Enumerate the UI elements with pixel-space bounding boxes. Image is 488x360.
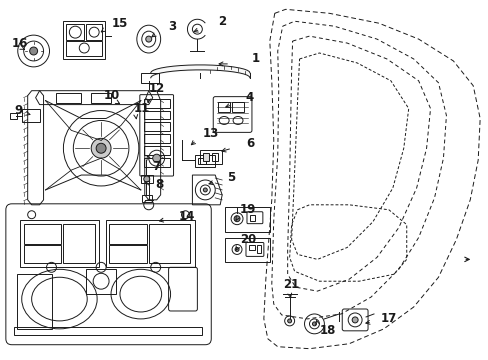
Text: 16: 16 (12, 37, 28, 50)
Bar (143, 99, 169, 108)
Bar (10, 113, 17, 120)
Text: 20: 20 (240, 233, 256, 246)
Bar (142, 195, 151, 202)
Ellipse shape (143, 176, 149, 182)
Bar (21, 109, 40, 122)
Text: 14: 14 (178, 210, 195, 223)
Bar (212, 153, 218, 161)
Bar (256, 246, 260, 253)
Bar (143, 134, 169, 143)
Bar (109, 224, 146, 243)
Text: 7: 7 (152, 159, 161, 172)
Bar (63, 224, 95, 264)
Text: 4: 4 (244, 91, 253, 104)
Text: 19: 19 (240, 203, 256, 216)
Text: 13: 13 (202, 127, 218, 140)
Bar (24, 246, 61, 264)
Bar (248, 246, 254, 251)
Bar (63, 21, 105, 59)
Ellipse shape (234, 216, 240, 222)
Text: 10: 10 (104, 89, 120, 102)
Bar (91, 93, 111, 103)
Bar (24, 224, 61, 243)
Ellipse shape (30, 47, 38, 55)
Bar (86, 24, 102, 40)
Bar (66, 41, 102, 56)
Text: 2: 2 (218, 15, 226, 28)
Bar (14, 327, 202, 335)
Text: 11: 11 (134, 102, 150, 115)
Ellipse shape (235, 247, 239, 251)
Bar (249, 215, 254, 221)
Text: 5: 5 (226, 171, 235, 184)
Ellipse shape (91, 138, 111, 158)
Bar (232, 102, 244, 112)
Text: 3: 3 (168, 20, 176, 33)
Ellipse shape (287, 319, 291, 323)
Bar (224, 207, 269, 231)
Text: 9: 9 (15, 104, 23, 117)
Text: 12: 12 (148, 82, 164, 95)
Text: 8: 8 (155, 179, 163, 192)
Text: 18: 18 (319, 324, 335, 337)
Bar (218, 102, 230, 112)
Bar (143, 158, 169, 167)
Bar (143, 146, 169, 155)
Bar (109, 246, 146, 264)
Ellipse shape (145, 36, 151, 42)
Bar (56, 93, 81, 103)
Text: 17: 17 (380, 312, 396, 325)
Bar (200, 150, 222, 164)
Text: 21: 21 (282, 278, 298, 291)
Bar (17, 274, 51, 329)
Bar (141, 175, 152, 183)
Bar (203, 153, 209, 161)
Bar (20, 220, 99, 267)
Bar (66, 24, 84, 40)
Ellipse shape (152, 154, 161, 162)
Bar (198, 158, 206, 164)
Text: 1: 1 (251, 53, 260, 66)
Bar (224, 238, 269, 262)
Bar (86, 269, 116, 294)
Bar (143, 122, 169, 131)
Text: 15: 15 (112, 17, 128, 30)
Ellipse shape (312, 322, 316, 326)
Bar (148, 224, 190, 264)
Text: 6: 6 (245, 137, 254, 150)
Bar (195, 155, 215, 167)
Ellipse shape (203, 188, 207, 192)
Ellipse shape (96, 143, 106, 153)
Ellipse shape (351, 317, 357, 323)
Bar (143, 111, 169, 120)
Bar (141, 73, 158, 83)
Bar (106, 220, 195, 267)
